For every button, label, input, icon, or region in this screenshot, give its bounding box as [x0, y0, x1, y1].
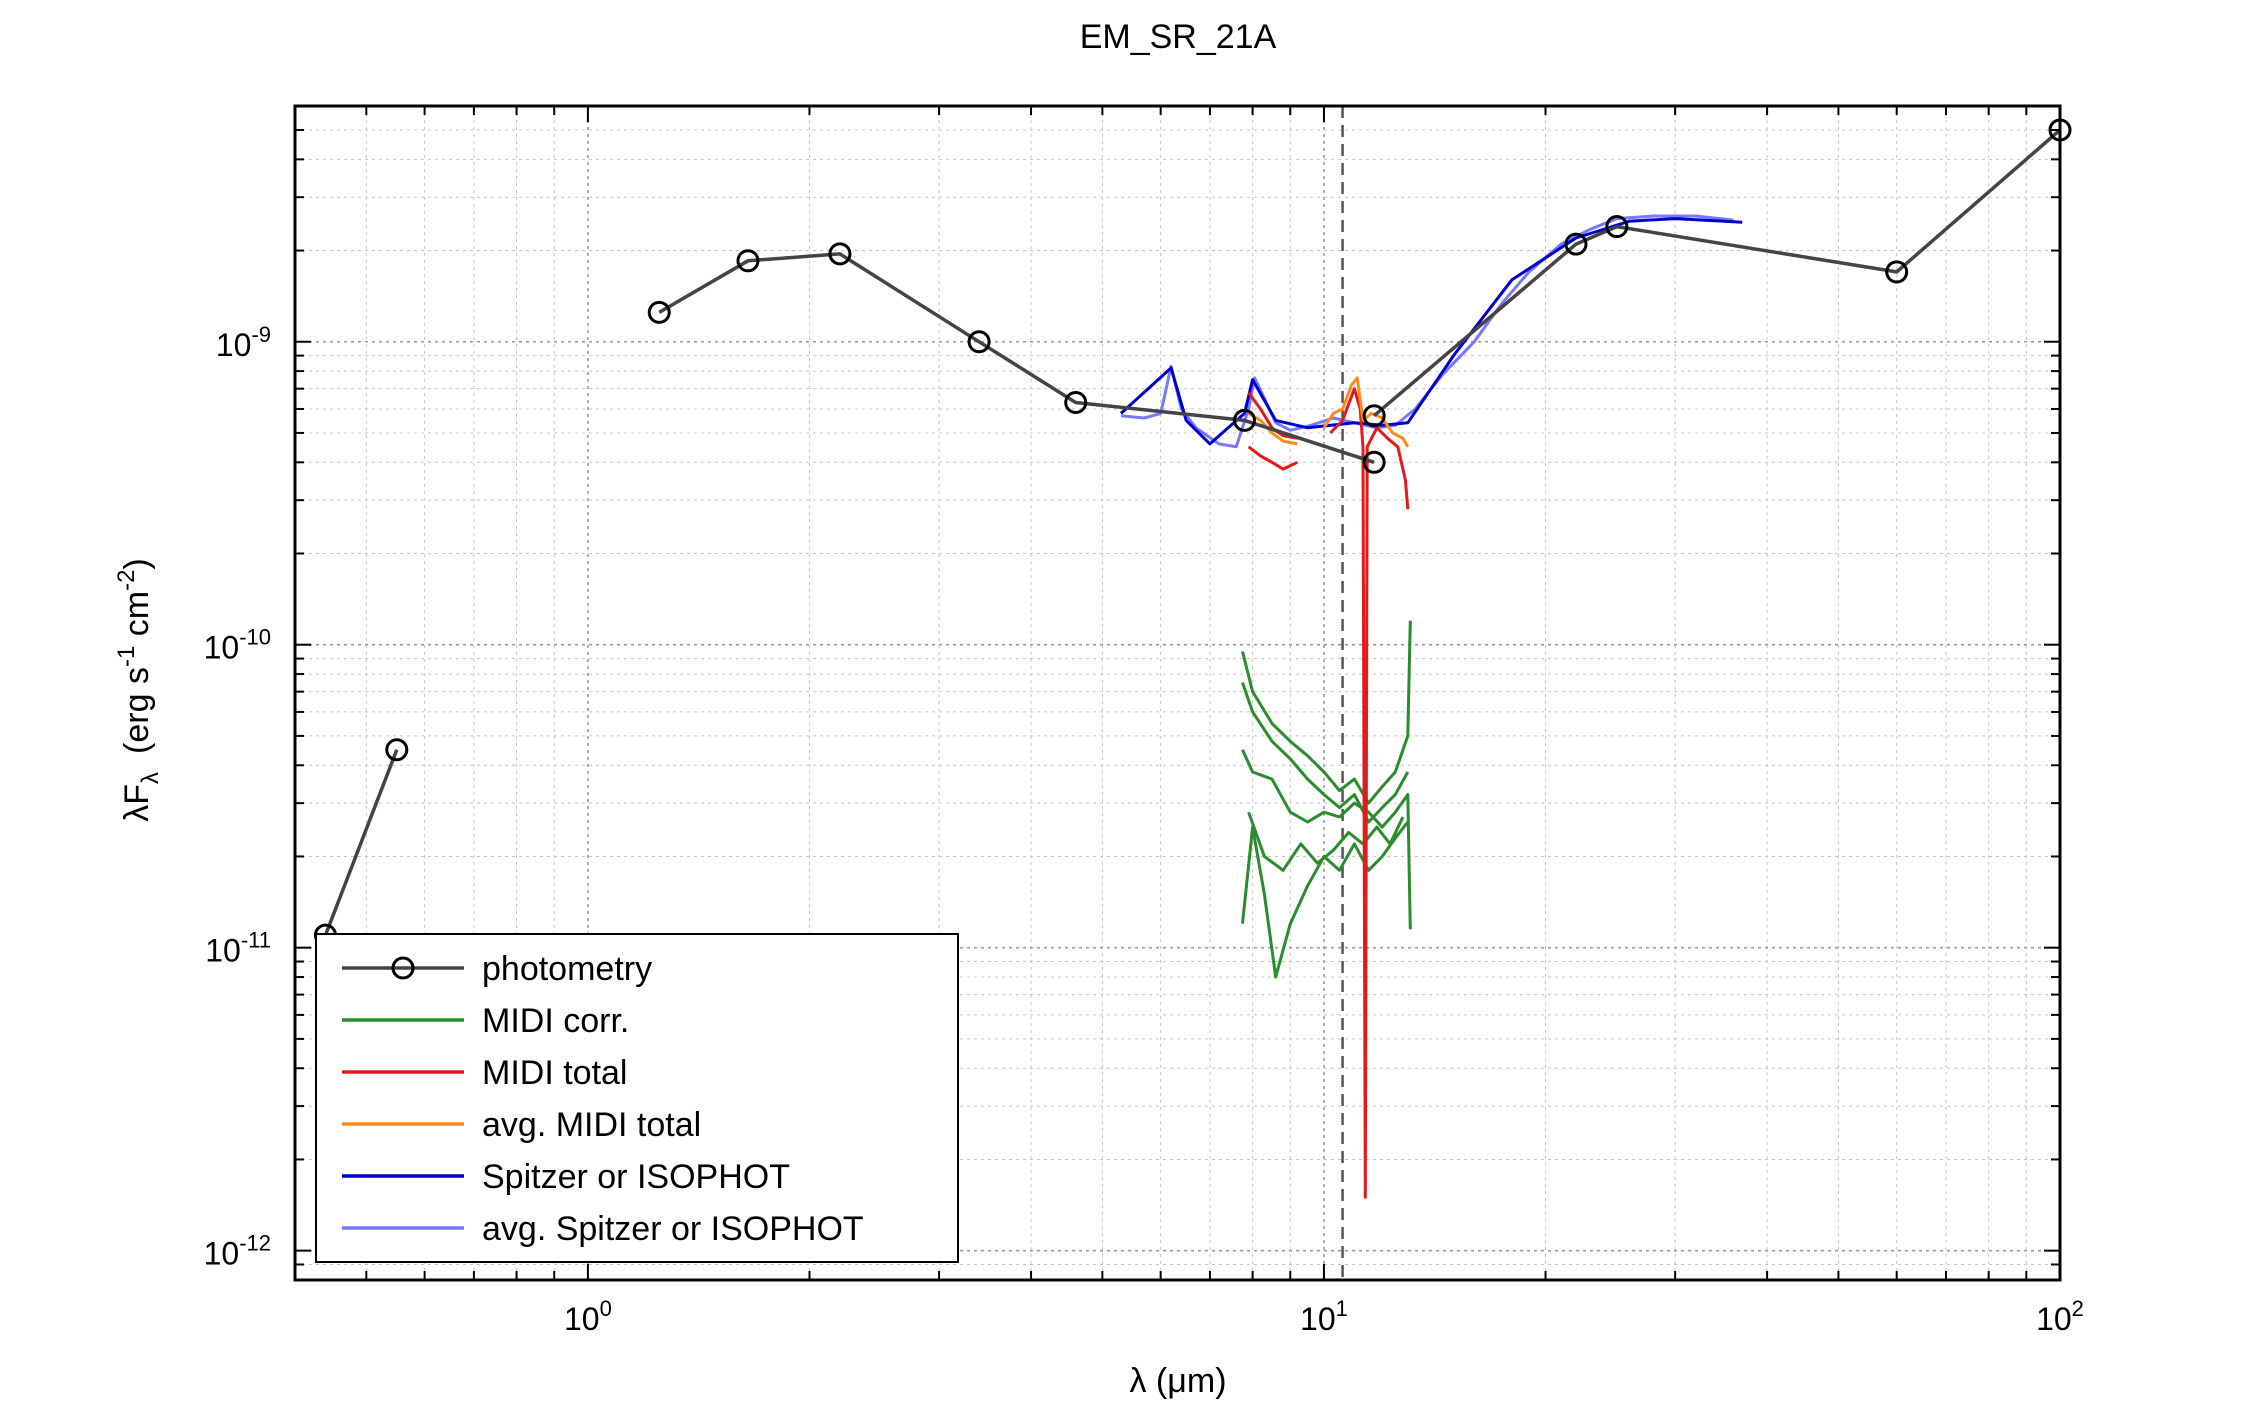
markers-group — [313, 118, 2072, 947]
x-tick-label: 102 — [2036, 1296, 2084, 1337]
y-tick-label: 10-9 — [216, 322, 271, 363]
avg-midi-total-line — [1322, 376, 1410, 448]
legend-label: avg. MIDI total — [482, 1106, 701, 1144]
photometry-line — [323, 749, 399, 936]
photometry-point — [1362, 450, 1386, 474]
photometry-point — [828, 242, 852, 266]
y-axis-label: λFλ(erg s-1 cm-2) — [113, 558, 164, 822]
midi-corr-line — [1247, 811, 1405, 872]
legend-label: MIDI corr. — [482, 1002, 629, 1040]
x-ticks: 100 101 102 — [294, 106, 2084, 1337]
midi-corr-line — [1241, 749, 1412, 930]
photometry-line — [1372, 128, 2062, 418]
legend-label: avg. Spitzer or ISOPHOT — [482, 1210, 864, 1248]
photometry-point — [1064, 391, 1088, 415]
legend-marker — [391, 956, 415, 980]
photometry-point — [1885, 260, 1909, 284]
y-tick-label: 10-11 — [205, 928, 271, 969]
midi-total-line — [1247, 445, 1298, 471]
photometry-line — [658, 252, 1375, 464]
plot-frame — [293, 104, 2062, 1282]
legend-label: photometry — [482, 950, 652, 988]
photometry-point — [647, 300, 671, 324]
x-tick-label: 100 — [564, 1296, 612, 1337]
photometry-point — [736, 249, 760, 273]
y-tick-label: 10-12 — [204, 1231, 271, 1272]
midi-corr-line — [1241, 682, 1410, 824]
y-tick-label: 10-10 — [204, 625, 271, 666]
photometry-point — [1564, 232, 1588, 256]
legend-label: MIDI total — [482, 1054, 627, 1092]
y-ticks: 10-9 10-10 10-11 10-12 — [204, 128, 2060, 1281]
legend: photometry MIDI corr. MIDI total avg. MIDI … — [315, 933, 959, 1263]
x-axis-label: λ (μm) — [1129, 1362, 1226, 1400]
x-tick-label: 101 — [1300, 1296, 1348, 1337]
legend-label: Spitzer or ISOPHOT — [482, 1158, 790, 1196]
midi-corr-line — [1241, 620, 1412, 805]
photometry-point — [1605, 215, 1629, 239]
photometry-point — [967, 330, 991, 354]
chart-title: EM_SR_21A — [1080, 18, 1277, 56]
photometry-point — [385, 738, 409, 762]
avg-spitzer-or-isophot-line — [1120, 214, 1734, 449]
legend-box — [315, 933, 959, 1263]
photometry-point — [1362, 404, 1386, 428]
midi-total-line — [1329, 387, 1410, 1199]
avg-midi-total-line — [1247, 412, 1298, 446]
photometry-point — [1233, 408, 1257, 432]
